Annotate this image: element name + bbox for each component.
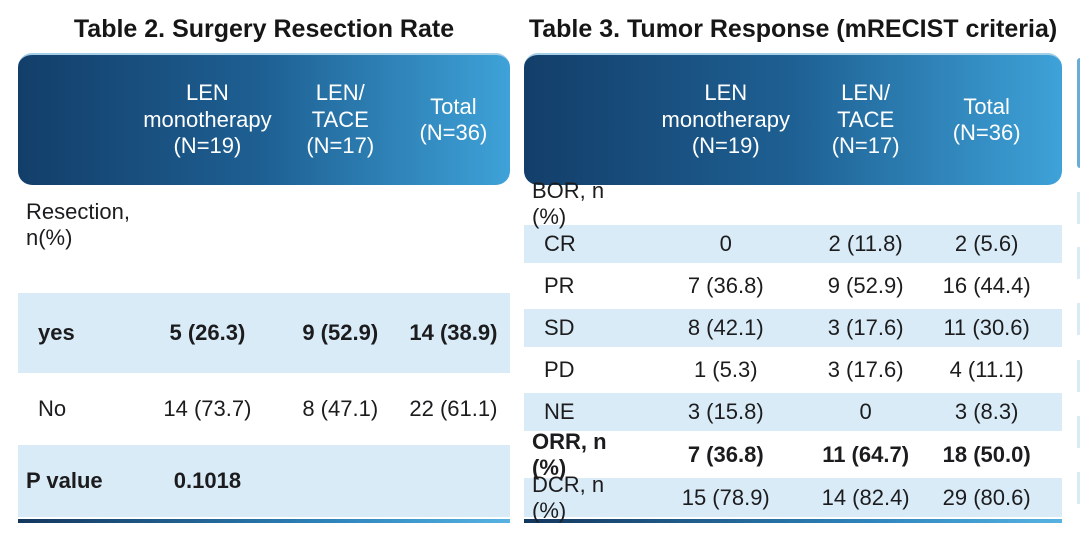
table-row-ne: NE 3 (15.8) 0 3 (8.3) <box>524 391 1062 433</box>
cropped-third-table-row-edge <box>1077 416 1080 448</box>
cell-value: 11 (64.7) <box>822 441 910 467</box>
cropped-third-table-header-edge <box>1077 58 1080 168</box>
cell-value <box>397 185 510 199</box>
row-label: Resection, n(%) <box>26 199 130 250</box>
table3-header-row: LEN monotherapy (N=19) LEN/ TACE (N=17) … <box>524 53 1062 185</box>
cell-value: 3 (17.6) <box>827 315 904 340</box>
cell-value: 0 <box>719 231 732 256</box>
table2-title: Table 2. Surgery Resection Rate <box>73 15 455 43</box>
cell-value: 9 (52.9) <box>827 273 904 298</box>
table-row-orr: ORR, n (%) 7 (36.8) 11 (64.7) 18 (50.0) <box>524 429 1062 480</box>
cell-value: 3 (8.3) <box>954 399 1019 424</box>
cell-value: 14 (82.4) <box>821 484 910 510</box>
cell-value: 0 <box>859 399 872 424</box>
row-label: PR <box>544 273 575 298</box>
table-row-resection: Resection, n(%) <box>18 185 510 291</box>
cell-value: 18 (50.0) <box>942 441 1031 467</box>
table3-header-total: Total (N=36) <box>952 93 1021 145</box>
table2-header-len-monotherapy: LEN monotherapy (N=19) <box>143 80 272 159</box>
table-row-sd: SD 8 (42.1) 3 (17.6) 11 (30.6) <box>524 307 1062 349</box>
row-label: NE <box>544 399 575 424</box>
table-row-yes: yes 5 (26.3) 9 (52.9) 14 (38.9) <box>18 291 510 375</box>
row-label: BOR, n (%) <box>532 178 605 229</box>
table3-header-len-monotherapy: LEN monotherapy (N=19) <box>661 80 790 159</box>
tumor-response-table: Table 3. Tumor Response (mRECIST criteri… <box>524 12 1062 523</box>
cropped-third-table-row-edge <box>1077 303 1080 335</box>
table-row-dcr: DCR, n (%) 15 (78.9) 14 (82.4) 29 (80.6) <box>524 472 1062 523</box>
table2-bottom-rule <box>18 519 510 523</box>
table2-header-empty-cell <box>18 55 131 185</box>
cell-value: 8 (42.1) <box>687 315 764 340</box>
table-row-p-value: P value 0.1018 <box>18 443 510 519</box>
cell-value: 7 (36.8) <box>687 441 764 467</box>
table-row-pd: PD 1 (5.3) 3 (17.6) 4 (11.1) <box>524 349 1062 391</box>
cell-value: 2 (5.6) <box>954 231 1019 256</box>
table3-header-empty-cell <box>524 55 632 185</box>
table3-header-len-tace: LEN/ TACE (N=17) <box>831 80 900 159</box>
cell-value: 5 (26.3) <box>169 320 246 345</box>
cell-value: 22 (61.1) <box>409 396 498 421</box>
cropped-third-table-row-edge <box>1077 247 1080 279</box>
cropped-third-table-row-edge <box>1077 360 1080 392</box>
cell-value: 3 (17.6) <box>827 357 904 382</box>
cropped-third-table-row-edge <box>1077 192 1080 224</box>
row-label: DCR, n (%) <box>532 471 605 523</box>
row-label: PD <box>544 357 575 382</box>
row-label: CR <box>544 231 576 256</box>
row-label: No <box>38 396 67 421</box>
cell-value: 16 (44.4) <box>942 273 1031 298</box>
row-label: yes <box>38 320 75 345</box>
table2-header-total: Total (N=36) <box>419 93 488 145</box>
cell-value: 0.1018 <box>173 468 242 493</box>
cell-value: 7 (36.8) <box>687 273 764 298</box>
cell-value: 29 (80.6) <box>942 484 1031 510</box>
table-row-cr: CR 0 2 (11.8) 2 (5.6) <box>524 223 1062 265</box>
table2-header-len-tace: LEN/ TACE (N=17) <box>306 80 375 159</box>
cell-value: 1 (5.3) <box>693 357 758 382</box>
table2-header-row: LEN monotherapy (N=19) LEN/ TACE (N=17) … <box>18 53 510 185</box>
cell-value: 14 (73.7) <box>163 396 252 421</box>
row-label: P value <box>26 468 103 493</box>
table-row-no: No 14 (73.7) 8 (47.1) 22 (61.1) <box>18 375 510 443</box>
cell-value: 8 (47.1) <box>302 396 379 421</box>
cell-value: 14 (38.9) <box>409 320 498 345</box>
row-label: SD <box>544 315 575 340</box>
table-row-bor: BOR, n (%) <box>524 178 1062 229</box>
cell-value <box>131 185 284 199</box>
table3-bottom-rule <box>524 519 1062 523</box>
cropped-third-table-row-edge <box>1077 472 1080 504</box>
cell-value: 4 (11.1) <box>949 357 1024 382</box>
cell-value: 15 (78.9) <box>681 484 770 510</box>
cell-value: 9 (52.9) <box>302 320 379 345</box>
cell-value: 3 (15.8) <box>687 399 764 424</box>
table-row-pr: PR 7 (36.8) 9 (52.9) 16 (44.4) <box>524 265 1062 307</box>
surgery-resection-table: Table 2. Surgery Resection Rate LEN mono… <box>18 12 510 523</box>
row-label: ORR, n (%) <box>532 428 607 480</box>
cell-value <box>284 185 397 199</box>
table3-title: Table 3. Tumor Response (mRECIST criteri… <box>528 15 1058 43</box>
cell-value: 11 (30.6) <box>943 315 1030 340</box>
cell-value: 2 (11.8) <box>828 231 903 256</box>
